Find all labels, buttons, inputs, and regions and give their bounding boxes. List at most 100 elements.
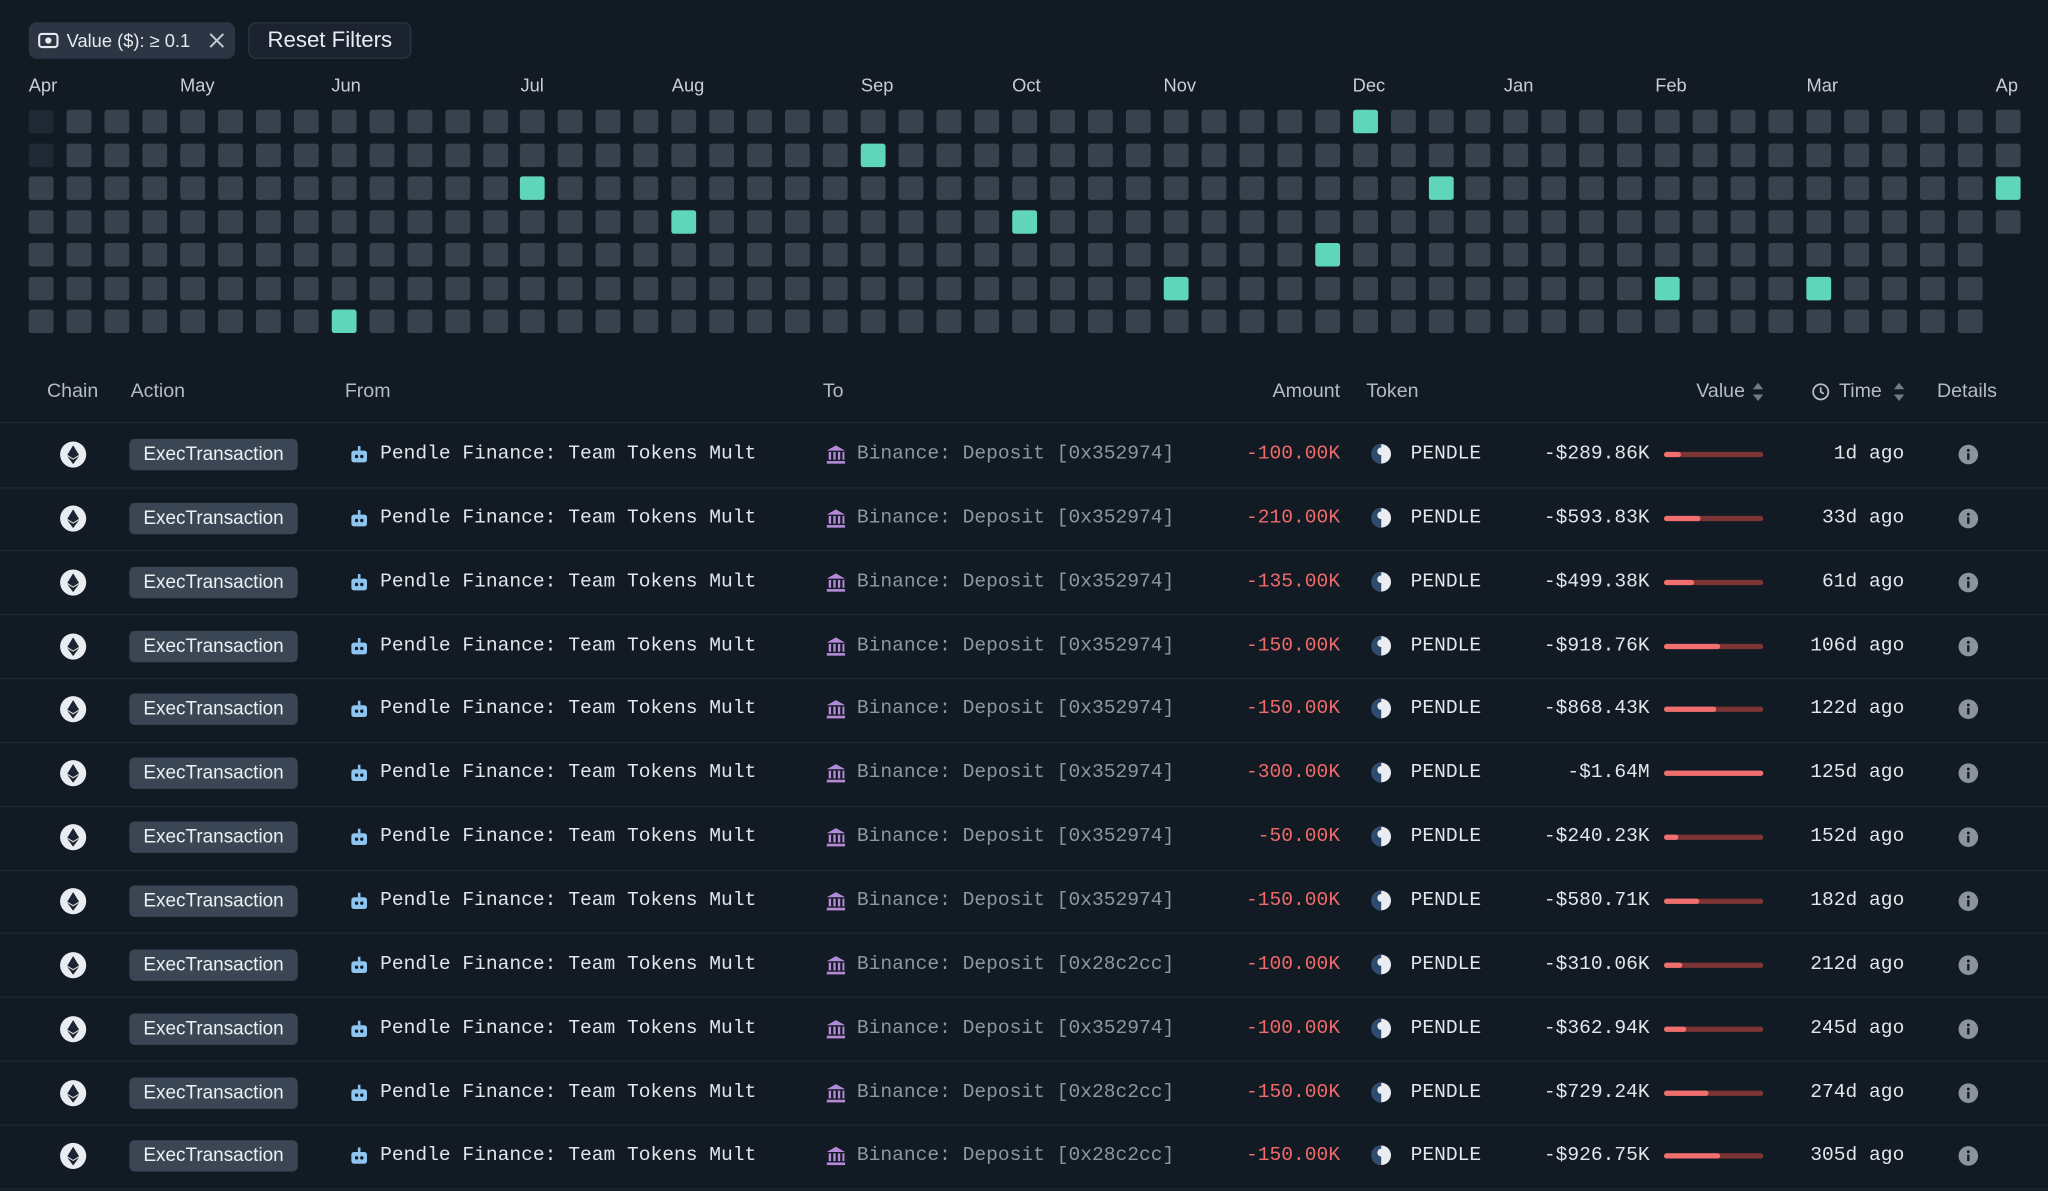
filter-chip[interactable]: Value ($): ≥ 0.1	[28, 22, 236, 59]
chain-icon	[60, 441, 87, 468]
amount: -100.00K	[1246, 953, 1341, 976]
heat-cell	[860, 309, 886, 334]
heat-cell	[1919, 209, 1945, 234]
token-symbol[interactable]: PENDLE	[1410, 1144, 1482, 1167]
chain-icon	[60, 951, 87, 979]
to-address[interactable]: Binance: Deposit [0x352974]	[856, 697, 1175, 721]
heat-cell	[633, 242, 659, 267]
details-button[interactable]	[1958, 572, 1979, 593]
heat-cell	[1882, 309, 1907, 334]
to-address[interactable]: Binance: Deposit [0x352974]	[856, 442, 1175, 465]
chain-icon	[60, 696, 87, 723]
heat-cell	[1995, 109, 2021, 134]
entity-icon	[825, 1146, 846, 1167]
heat-cell	[142, 109, 168, 134]
sort-icon[interactable]	[1893, 381, 1906, 402]
to-address[interactable]: Binance: Deposit [0x28c2cc]	[856, 1080, 1175, 1104]
token-symbol[interactable]: PENDLE	[1410, 506, 1482, 529]
value-bar	[1663, 643, 1720, 649]
to-address[interactable]: Binance: Deposit [0x352974]	[856, 506, 1175, 529]
to-address[interactable]: Binance: Deposit [0x28c2cc]	[856, 953, 1175, 976]
details-button[interactable]	[1958, 635, 1979, 656]
from-address[interactable]: Pendle Finance: Team Tokens Mult	[380, 825, 757, 848]
heat-cell	[520, 109, 546, 134]
heat-cell-active	[1806, 276, 1832, 300]
details-button[interactable]	[1958, 763, 1979, 784]
token-symbol[interactable]: PENDLE	[1410, 570, 1482, 593]
to-address[interactable]: Binance: Deposit [0x28c2cc]	[856, 1144, 1175, 1167]
chain-icon	[60, 888, 87, 915]
from-address[interactable]: Pendle Finance: Team Tokens Mult	[380, 506, 757, 529]
heat-cell	[331, 143, 357, 167]
heat-cell	[1655, 143, 1681, 167]
action-badge: ExecTransaction	[129, 438, 298, 471]
details-button[interactable]	[1958, 1146, 1979, 1167]
token-icon	[1370, 889, 1392, 911]
token-symbol[interactable]: PENDLE	[1410, 889, 1482, 912]
details-button[interactable]	[1958, 444, 1979, 465]
col-header: To	[822, 380, 844, 403]
details-button[interactable]	[1958, 699, 1979, 720]
to-address[interactable]: Binance: Deposit [0x352974]	[856, 761, 1175, 784]
to-address[interactable]: Binance: Deposit [0x352974]	[856, 825, 1175, 848]
to-address[interactable]: Binance: Deposit [0x352974]	[856, 570, 1175, 593]
token-symbol[interactable]: PENDLE	[1410, 697, 1482, 721]
token-symbol[interactable]: PENDLE	[1410, 634, 1482, 657]
month-label: Jan	[1503, 74, 1534, 96]
heat-cell	[293, 143, 319, 167]
from-address[interactable]: Pendle Finance: Team Tokens Mult	[380, 442, 757, 465]
details-button[interactable]	[1958, 1018, 1979, 1039]
from-address[interactable]: Pendle Finance: Team Tokens Mult	[380, 761, 757, 784]
heat-cell	[255, 109, 281, 134]
token-symbol[interactable]: PENDLE	[1410, 1016, 1482, 1040]
token-symbol[interactable]: PENDLE	[1410, 825, 1482, 848]
remove-filter[interactable]	[209, 33, 225, 49]
month-label: Dec	[1352, 74, 1386, 96]
to-address[interactable]: Binance: Deposit [0x352974]	[856, 634, 1175, 657]
details-button[interactable]	[1958, 508, 1979, 529]
from-address[interactable]: Pendle Finance: Team Tokens Mult	[380, 634, 757, 657]
pendle-logo	[1371, 444, 1392, 464]
heat-cell	[1314, 109, 1340, 134]
to-address[interactable]: Binance: Deposit [0x352974]	[856, 1016, 1175, 1040]
token-symbol[interactable]: PENDLE	[1410, 442, 1482, 465]
heat-cell	[1882, 176, 1907, 200]
heat-cell	[255, 143, 281, 167]
heat-cell	[331, 176, 357, 200]
heat-cell	[1125, 276, 1151, 300]
from-address[interactable]: Pendle Finance: Team Tokens Mult	[380, 1144, 757, 1167]
from-address[interactable]: Pendle Finance: Team Tokens Mult	[380, 570, 757, 593]
value-bar	[1663, 1026, 1686, 1032]
heat-cell	[28, 276, 54, 300]
from-address[interactable]: Pendle Finance: Team Tokens Mult	[380, 697, 757, 721]
token-symbol[interactable]: PENDLE	[1410, 953, 1482, 976]
token-symbol[interactable]: PENDLE	[1410, 1080, 1482, 1104]
heat-cell	[785, 143, 811, 167]
token-symbol[interactable]: PENDLE	[1410, 761, 1482, 784]
row-divider	[0, 550, 2048, 552]
heat-cell	[482, 276, 508, 300]
details-button[interactable]	[1958, 955, 1979, 976]
heat-cell	[747, 242, 773, 267]
sort-icon[interactable]	[1752, 381, 1765, 402]
details-button[interactable]	[1958, 827, 1979, 848]
heat-cell	[1087, 309, 1113, 334]
time: 274d ago	[1810, 1080, 1905, 1104]
chain-icon	[60, 1015, 87, 1042]
from-address[interactable]: Pendle Finance: Team Tokens Mult	[380, 953, 757, 976]
from-address[interactable]: Pendle Finance: Team Tokens Mult	[380, 1016, 757, 1040]
from-address[interactable]: Pendle Finance: Team Tokens Mult	[380, 1080, 757, 1104]
heat-cell	[1693, 109, 1718, 134]
details-button[interactable]	[1958, 1082, 1979, 1103]
reset-filters[interactable]: Reset Filters	[248, 22, 412, 59]
amount: -150.00K	[1246, 1144, 1341, 1167]
from-address[interactable]: Pendle Finance: Team Tokens Mult	[380, 889, 757, 912]
heat-cell	[1466, 176, 1491, 200]
sort-header[interactable]: Value	[1696, 380, 1745, 403]
sort-header[interactable]: Time	[1839, 380, 1882, 403]
to-address[interactable]: Binance: Deposit [0x352974]	[856, 889, 1175, 912]
details-button[interactable]	[1958, 891, 1979, 912]
heat-cell	[823, 276, 848, 300]
heat-cell	[785, 209, 811, 234]
heat-cell	[936, 276, 962, 300]
